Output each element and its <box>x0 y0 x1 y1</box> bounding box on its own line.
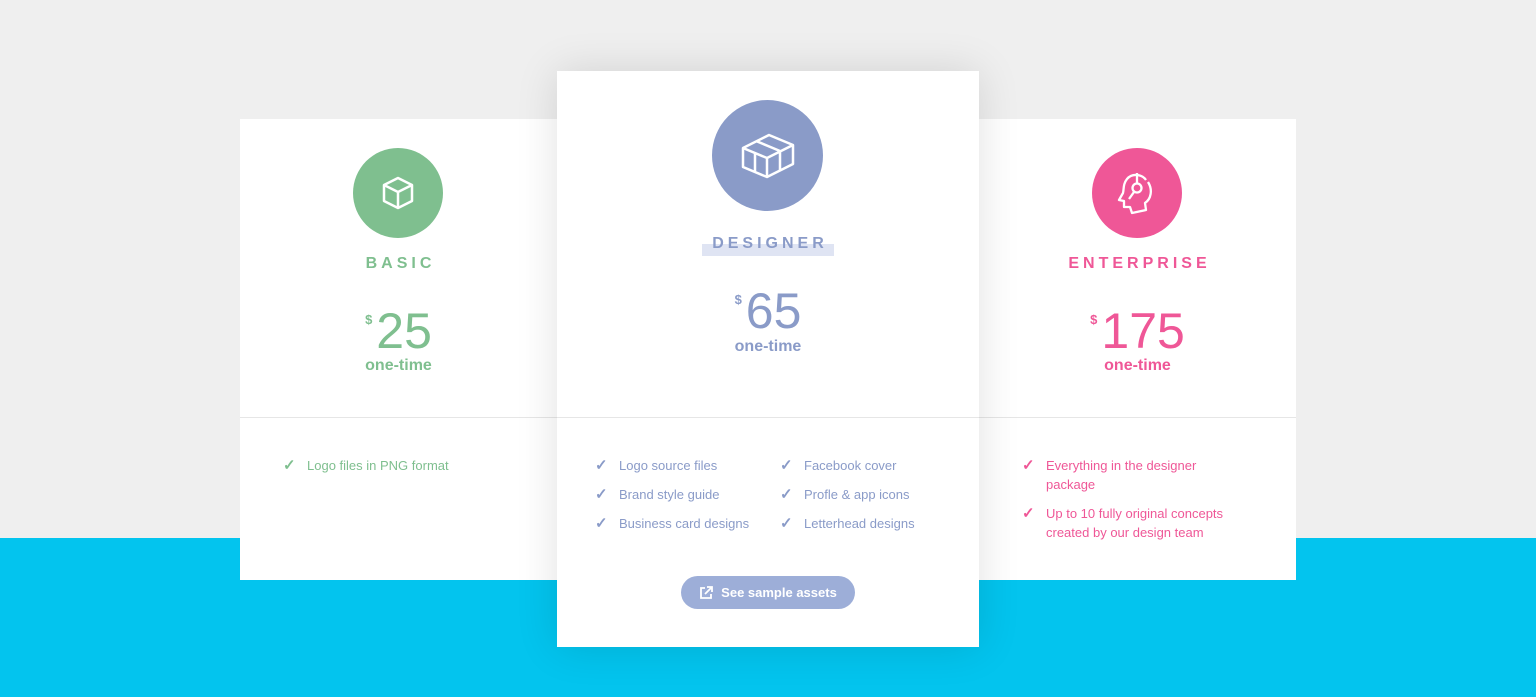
check-icon: ✓ <box>780 486 793 503</box>
feature-item: ✓ Logo files in PNG format <box>283 457 449 474</box>
headset-icon <box>1092 148 1182 238</box>
plan-name: BASIC <box>240 255 557 276</box>
feature-item: ✓ Letterhead designs <box>780 515 915 532</box>
plan-period: one-time <box>365 357 432 374</box>
cube-icon <box>353 148 443 238</box>
feature-item: ✓ Facebook cover <box>780 457 897 474</box>
cubes-icon <box>712 100 823 211</box>
check-icon: ✓ <box>595 457 608 474</box>
feature-item: ✓ Profle & app icons <box>780 486 910 503</box>
feature-item: ✓ Logo source files <box>595 457 718 474</box>
external-link-icon <box>700 585 714 599</box>
check-icon: ✓ <box>780 457 793 474</box>
plan-price: $175 <box>1090 303 1185 359</box>
plan-price: $65 <box>734 283 802 339</box>
plan-period: one-time <box>1104 357 1171 374</box>
divider <box>240 417 557 418</box>
plan-card-enterprise: ENTERPRISE $175 one-time ✓ Everything in … <box>979 119 1296 580</box>
plan-period: one-time <box>734 338 802 355</box>
divider <box>979 417 1296 418</box>
check-icon: ✓ <box>1022 457 1035 474</box>
check-icon: ✓ <box>595 486 608 503</box>
plan-card-basic: BASIC $25 one-time ✓ Logo files in PNG fo… <box>240 119 557 580</box>
feature-item: ✓ Up to 10 fully original concepts create… <box>1022 505 1224 540</box>
feature-item: ✓ Brand style guide <box>595 486 720 503</box>
feature-item: ✓ Everything in the designer package <box>1022 457 1197 492</box>
feature-item: ✓ Business card designs <box>595 515 750 532</box>
see-sample-assets-button[interactable]: See sample assets <box>681 576 855 609</box>
check-icon: ✓ <box>283 457 296 474</box>
plan-card-designer: DESIGNER $65 one-time ✓ Logo source files… <box>557 71 979 647</box>
plan-name: DESIGNER <box>557 235 979 256</box>
check-icon: ✓ <box>1022 505 1035 522</box>
check-icon: ✓ <box>780 515 793 532</box>
divider <box>557 417 979 418</box>
check-icon: ✓ <box>595 515 608 532</box>
plan-name: ENTERPRISE <box>979 255 1296 276</box>
plan-price: $25 <box>365 303 432 359</box>
